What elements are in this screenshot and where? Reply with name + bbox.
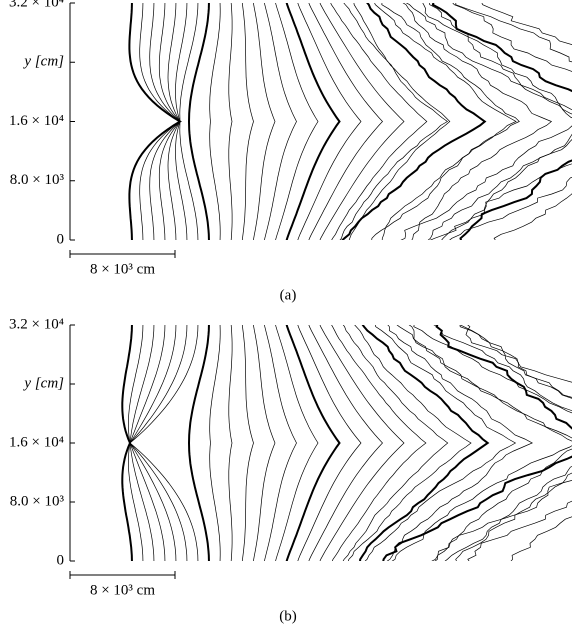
contours [121,325,572,561]
contour [455,3,572,240]
contour [347,325,472,561]
y-tick-label: 8.0 × 10³ [10,493,65,509]
contour [228,3,233,240]
contour [386,325,534,561]
contour [331,325,427,561]
contour [129,325,166,561]
contour [187,3,210,240]
contour [129,325,199,561]
contour [341,3,487,240]
contour [422,3,572,240]
contour [382,325,572,561]
contour [285,3,341,240]
contour [308,325,383,561]
contour [371,3,520,240]
contour [149,3,181,240]
contour [179,3,199,240]
contour [342,325,449,561]
contour [285,325,341,561]
contour [264,325,297,561]
contour [275,325,319,561]
y-tick-label: y [cm] [22,375,64,391]
contour [359,325,490,561]
contour [402,3,553,240]
contour [339,3,449,240]
y-tick-label: 0 [57,231,65,247]
contour [429,3,572,240]
contour [275,3,319,240]
contour [241,3,254,240]
contour [187,325,210,561]
y-tick-label: y [cm] [22,54,64,70]
y-tick-label: 1.6 × 10⁴ [9,434,64,450]
contour [433,325,572,561]
y-tick-label: 8.0 × 10³ [10,172,65,188]
contour [253,325,276,561]
contour [297,325,362,561]
contour [129,325,155,561]
contour [391,325,572,561]
contour [330,3,428,240]
y-tick-label: 0 [57,552,65,568]
contour [209,3,221,240]
contour [459,325,572,561]
y-tick-label: 3.2 × 10⁴ [9,0,64,10]
contour [158,3,181,240]
caption: (b) [279,608,297,624]
contour [459,325,572,561]
y-tick-label: 1.6 × 10⁴ [9,113,64,129]
contour [374,3,517,240]
contour [400,3,572,240]
contour [319,325,405,561]
contour [121,325,133,561]
contour [129,325,188,561]
scalebar-label: 8 × 10³ cm [90,261,155,277]
contour [413,325,572,561]
contour [308,3,383,240]
caption: (a) [280,287,297,303]
contour [319,3,405,240]
y-tick-label: 3.2 × 10⁴ [9,316,64,332]
contour [449,3,572,240]
contour [431,325,572,561]
contour [253,3,276,240]
contour [209,325,221,561]
contour [431,3,572,240]
contour [343,3,451,240]
contour [139,3,181,240]
contour [241,325,254,561]
contour [264,3,297,240]
scalebar-label: 8 × 10³ cm [90,582,155,598]
contour [364,325,517,561]
contours [128,3,572,240]
contour [297,3,362,240]
contour [396,325,572,561]
contour [228,325,233,561]
contour [405,3,572,240]
contour [129,325,177,561]
